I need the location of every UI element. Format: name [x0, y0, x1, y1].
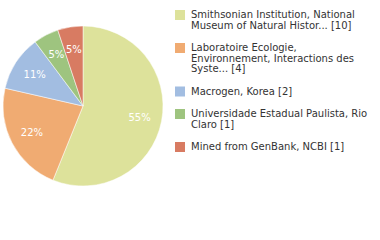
legend-swatch [175, 109, 185, 119]
legend-label: Universidade Estadual Paulista, RioClaro… [191, 108, 367, 130]
legend-item: Mined from GenBank, NCBI [1] [175, 141, 344, 152]
legend-item: Smithsonian Institution, NationalMuseum … [175, 9, 355, 31]
legend-swatch [175, 142, 185, 152]
pie-slice [58, 26, 83, 106]
legend-label: Mined from GenBank, NCBI [1] [191, 141, 344, 152]
data-label: 5% [48, 49, 64, 60]
legend-item: Macrogen, Korea [2] [175, 86, 292, 97]
legend-label: Laboratoire Ecologie,Environnement, Inte… [191, 42, 354, 74]
data-labels: 55%22%11%5%5% [21, 44, 151, 139]
pie [3, 26, 163, 186]
legend-swatch [175, 10, 185, 20]
legend-item: Laboratoire Ecologie,Environnement, Inte… [175, 42, 354, 74]
legend-label: Macrogen, Korea [2] [191, 86, 292, 97]
legend-label: Smithsonian Institution, NationalMuseum … [191, 9, 355, 31]
legend: Smithsonian Institution, NationalMuseum … [175, 9, 367, 152]
data-label: 55% [128, 112, 150, 123]
legend-swatch [175, 87, 185, 97]
chart: 55%22%11%5%5%Smithsonian Institution, Na… [0, 0, 380, 240]
legend-item: Universidade Estadual Paulista, RioClaro… [175, 108, 367, 130]
data-label: 11% [24, 69, 46, 80]
data-label: 5% [66, 44, 82, 55]
data-label: 22% [21, 127, 43, 138]
legend-swatch [175, 43, 185, 53]
